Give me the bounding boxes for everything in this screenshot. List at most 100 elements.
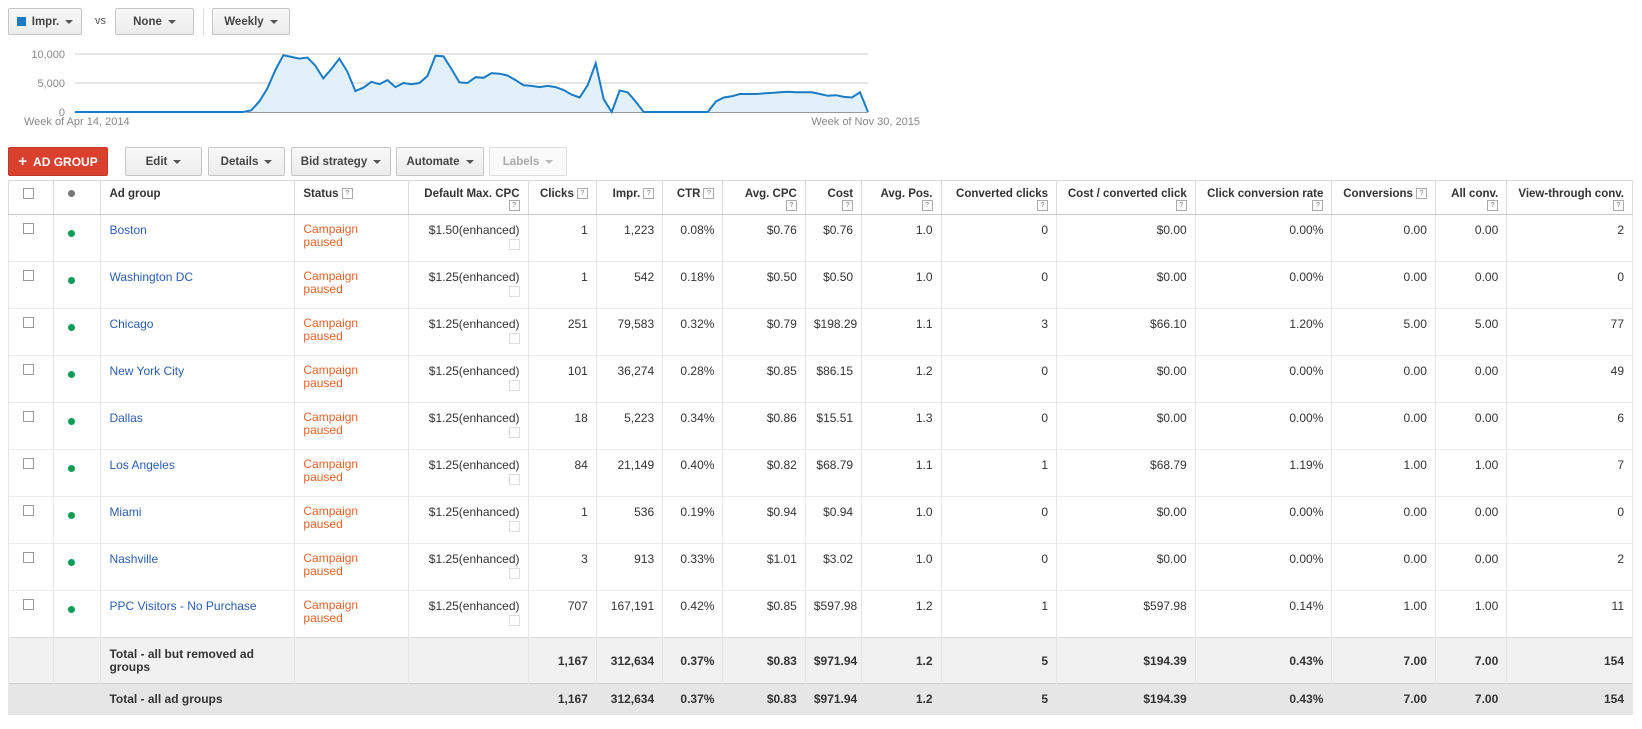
ad-group-link[interactable]: Los Angeles <box>109 458 175 472</box>
cost-value: $0.76 <box>823 223 854 237</box>
period-dropdown[interactable]: Weekly <box>212 8 290 35</box>
col-cost-per-converted-click[interactable]: Cost / converted click? <box>1056 180 1196 215</box>
impr-value: 79,583 <box>617 317 655 331</box>
help-icon[interactable]: ? <box>643 188 655 200</box>
row-checkbox[interactable] <box>23 599 34 610</box>
col-avg-pos[interactable]: Avg. Pos.? <box>861 180 942 215</box>
help-icon[interactable]: ? <box>1613 200 1624 212</box>
edit-pencil-icon[interactable] <box>508 568 520 579</box>
enabled-status-dot-icon[interactable] <box>68 465 76 472</box>
help-icon[interactable]: ? <box>341 188 353 200</box>
help-icon[interactable]: ? <box>1487 200 1499 212</box>
default-max-cpc-cell[interactable]: $1.25(enhanced) <box>407 355 529 403</box>
ad-group-link[interactable]: Dallas <box>109 411 143 425</box>
row-checkbox[interactable] <box>23 270 34 281</box>
help-icon[interactable]: ? <box>508 200 520 212</box>
convclicks-value: 0 <box>1041 411 1049 425</box>
row-checkbox[interactable] <box>23 458 34 469</box>
impr-value: 1,223 <box>624 223 655 237</box>
default-max-cpc-cell[interactable]: $1.25(enhanced) <box>407 496 529 544</box>
edit-pencil-icon[interactable] <box>508 333 520 344</box>
help-icon[interactable]: ? <box>576 188 588 200</box>
clicks-value: 3 <box>581 552 588 566</box>
default-max-cpc-cell[interactable]: $1.50(enhanced) <box>407 214 529 262</box>
default-max-cpc-cell[interactable]: $1.25(enhanced) <box>407 449 529 497</box>
edit-pencil-icon[interactable] <box>508 380 520 391</box>
ad-group-link[interactable]: Boston <box>109 223 147 237</box>
col-impr[interactable]: Impr.? <box>595 180 664 215</box>
row-checkbox[interactable] <box>23 364 34 375</box>
convrate-cell: 0.00% <box>1194 543 1333 591</box>
enabled-status-dot-icon[interactable] <box>68 559 76 566</box>
row-checkbox[interactable] <box>23 223 34 234</box>
enabled-status-dot-icon[interactable] <box>68 371 76 378</box>
ad-group-link[interactable]: New York City <box>109 364 185 378</box>
metric2-dropdown[interactable]: None <box>115 8 194 35</box>
default-max-cpc-cell[interactable]: $1.25(enhanced) <box>407 402 529 450</box>
ad-group-link[interactable]: Miami <box>109 505 142 519</box>
edit-pencil-icon[interactable] <box>508 521 520 532</box>
enabled-status-dot-icon[interactable] <box>68 230 76 237</box>
x-axis-label: Week of Apr 14, 2014 <box>24 116 130 128</box>
help-icon[interactable]: ? <box>785 200 797 212</box>
col-click-conversion-rate[interactable]: Click conversion rate? <box>1194 180 1333 215</box>
default-max-cpc-cell[interactable]: $1.25(enhanced) <box>407 543 529 591</box>
row-checkbox[interactable] <box>23 505 34 516</box>
enabled-status-dot-icon[interactable] <box>68 512 76 519</box>
costconv-value: $0.00 <box>1156 505 1187 519</box>
details-dropdown[interactable]: Details <box>208 147 285 176</box>
cost-value: $68.79 <box>816 458 854 472</box>
ad-group-link[interactable]: Nashville <box>109 552 159 566</box>
ad-group-link[interactable]: Chicago <box>109 317 154 331</box>
help-icon[interactable]: ? <box>921 200 933 212</box>
row-checkbox[interactable] <box>23 317 34 328</box>
col-conversions[interactable]: Conversions? <box>1331 180 1436 215</box>
default-max-cpc-cell[interactable]: $1.25(enhanced) <box>407 590 529 638</box>
col-converted-clicks[interactable]: Converted clicks? <box>940 180 1058 215</box>
bid-strategy-dropdown[interactable]: Bid strategy <box>291 147 391 176</box>
metric1-dropdown[interactable]: Impr. <box>8 8 82 35</box>
col-cost[interactable]: Cost? <box>804 180 863 215</box>
convrate-value: 0.00% <box>1289 223 1324 237</box>
edit-pencil-icon[interactable] <box>508 286 520 297</box>
ad-group-link[interactable]: PPC Visitors - No Purchase <box>109 599 257 613</box>
edit-pencil-icon[interactable] <box>508 474 520 485</box>
convrate-value: 1.19% <box>1289 458 1324 472</box>
col-avg-cpc[interactable]: Avg. CPC? <box>722 180 806 215</box>
enabled-status-dot-icon[interactable] <box>68 606 76 613</box>
help-icon[interactable]: ? <box>1415 188 1427 200</box>
enabled-status-dot-icon[interactable] <box>68 324 76 331</box>
edit-dropdown[interactable]: Edit <box>125 147 202 176</box>
ad-group-link[interactable]: Washington DC <box>109 270 194 284</box>
row-checkbox[interactable] <box>23 552 34 563</box>
edit-pencil-icon[interactable] <box>508 615 520 626</box>
conversions-cell: 5.00 <box>1331 308 1436 356</box>
col-view-through-conv[interactable]: View-through conv.? <box>1506 180 1633 215</box>
avgpos-cell: 1.0 <box>861 543 942 591</box>
help-icon[interactable]: ? <box>703 188 715 200</box>
default-max-cpc-cell[interactable]: $1.25(enhanced) <box>407 308 529 356</box>
help-icon[interactable]: ? <box>842 200 854 212</box>
allconv-cell: 1.00 <box>1434 449 1508 497</box>
col-status[interactable]: Status? <box>294 180 409 215</box>
add-ad-group-button[interactable]: + AD GROUP <box>8 147 108 176</box>
col-default-max-cpc[interactable]: Default Max. CPC? <box>407 180 529 215</box>
col-all-conv[interactable]: All conv.? <box>1434 180 1508 215</box>
help-icon[interactable]: ? <box>1312 200 1324 212</box>
labels-dropdown[interactable]: Labels <box>489 147 567 176</box>
col-ad-group[interactable]: Ad group <box>100 180 296 215</box>
costconv-value: $0.00 <box>1156 364 1187 378</box>
enabled-status-dot-icon[interactable] <box>68 277 76 284</box>
edit-pencil-icon[interactable] <box>508 239 520 250</box>
select-all-checkbox[interactable] <box>23 188 34 199</box>
automate-dropdown[interactable]: Automate <box>396 147 484 176</box>
enabled-status-dot-icon[interactable] <box>68 418 76 425</box>
default-max-cpc-cell[interactable]: $1.25(enhanced) <box>407 261 529 309</box>
edit-pencil-icon[interactable] <box>508 427 520 438</box>
row-checkbox[interactable] <box>23 411 34 422</box>
help-icon[interactable]: ? <box>1037 200 1049 212</box>
ctr-value: 0.42% <box>680 599 715 613</box>
col-ctr[interactable]: CTR? <box>662 180 724 215</box>
col-clicks[interactable]: Clicks? <box>527 180 597 215</box>
help-icon[interactable]: ? <box>1175 200 1187 212</box>
